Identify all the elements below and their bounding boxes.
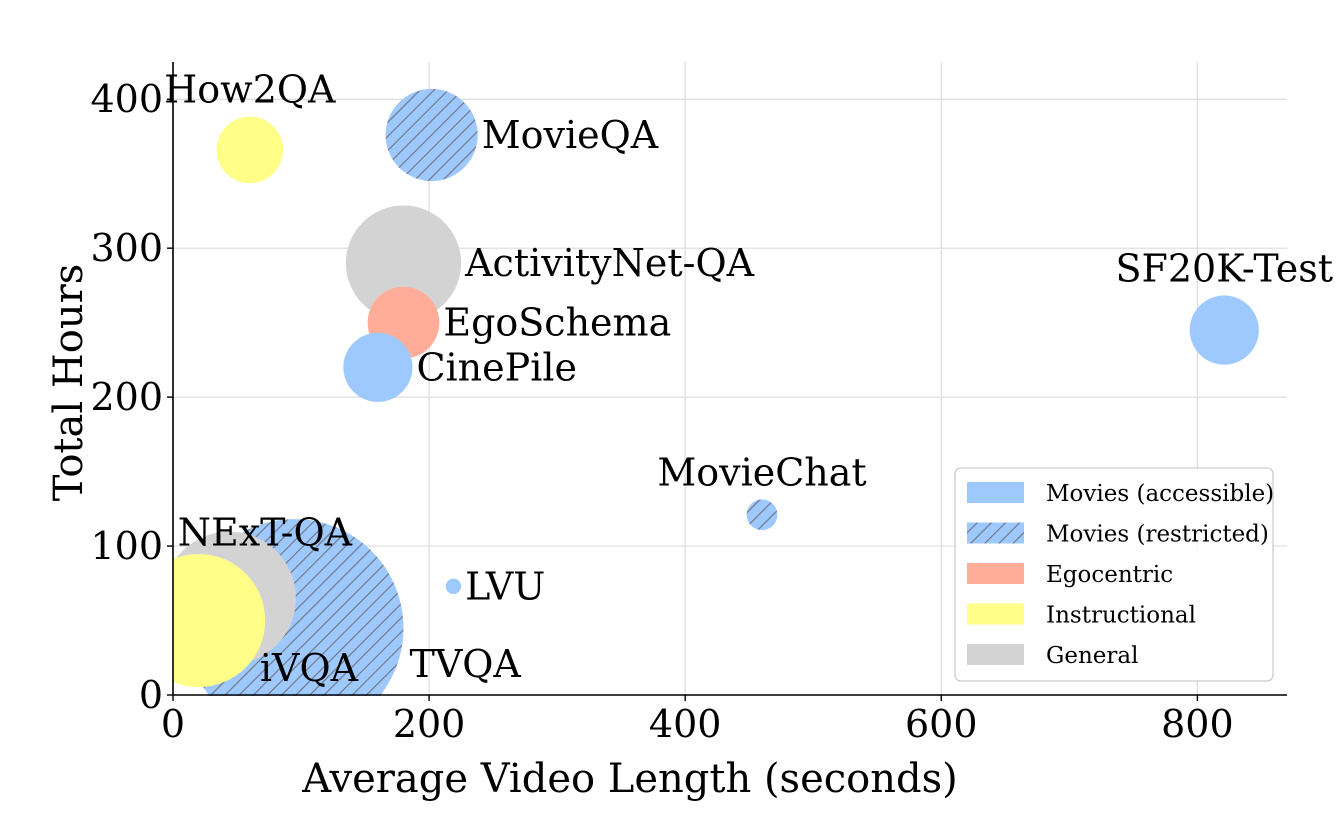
legend-label-general: General	[1046, 643, 1138, 669]
y-tick-label: 400	[90, 77, 163, 121]
point-label-activitynet-qa: ActivityNet-QA	[464, 241, 755, 285]
y-tick-label: 0	[139, 673, 163, 717]
legend-label-movies-accessible: Movies (accessible)	[1046, 481, 1274, 507]
x-tick-label: 200	[393, 702, 466, 746]
y-axis-title: Total Hours	[46, 264, 92, 501]
point-label-movieqa: MovieQA	[482, 113, 659, 157]
x-tick-label: 800	[1161, 702, 1234, 746]
x-tick-label: 0	[161, 702, 185, 746]
bubble-ivqa	[173, 553, 266, 688]
bubble-lvu	[445, 578, 462, 594]
bubble-cinepile	[343, 332, 413, 402]
legend-swatch-egocentric	[967, 563, 1024, 584]
bubble-how2qa	[216, 116, 284, 184]
point-label-lvu: LVU	[465, 564, 545, 608]
legend: Movies (accessible) Movies (restricted) Eg…	[954, 467, 1274, 682]
x-tick-label: 400	[649, 702, 722, 746]
legend-label-instructional: Instructional	[1046, 603, 1196, 629]
point-label-egoschema: EgoSchema	[443, 301, 671, 345]
point-label-how2qa: How2QA	[164, 68, 336, 112]
point-label-moviechat: MovieChat	[657, 450, 866, 494]
legend-box	[954, 467, 1274, 682]
legend-label-egocentric: Egocentric	[1046, 562, 1173, 588]
y-tick-label: 200	[90, 375, 163, 419]
legend-label-movies-restricted: Movies (restricted)	[1046, 522, 1269, 548]
y-tick-label: 300	[90, 226, 163, 270]
bubble-moviechat	[746, 499, 778, 531]
bubble-activitynet-qa	[345, 205, 462, 321]
tick-labels: 0 200 400 600 800 0 100 200 300 400	[90, 77, 1233, 746]
point-labels: TVQA NExT-QA iVQA How2QA MovieQA ActivityNet-…	[164, 68, 1333, 690]
legend-swatch-movies-restricted	[967, 522, 1024, 544]
legend-swatch-movies-accessible	[967, 482, 1024, 503]
point-label-sf20k-test: SF20K-Test	[1115, 247, 1333, 291]
bubble-series	[173, 88, 1259, 696]
legend-swatch-general	[967, 644, 1024, 665]
legend-swatch-instructional	[967, 603, 1024, 625]
point-label-ivqa: iVQA	[260, 646, 359, 690]
point-label-cinepile: CinePile	[416, 345, 577, 389]
point-label-next-qa: NExT-QA	[178, 511, 353, 555]
axes	[167, 62, 1287, 701]
x-axis-title: Average Video Length (seconds)	[301, 756, 958, 802]
y-tick-label: 100	[90, 524, 163, 568]
bubble-movieqa	[385, 88, 478, 182]
point-label-tvqa: TVQA	[409, 642, 521, 686]
bubble-sf20k-test	[1189, 295, 1259, 365]
x-tick-label: 600	[905, 702, 978, 746]
